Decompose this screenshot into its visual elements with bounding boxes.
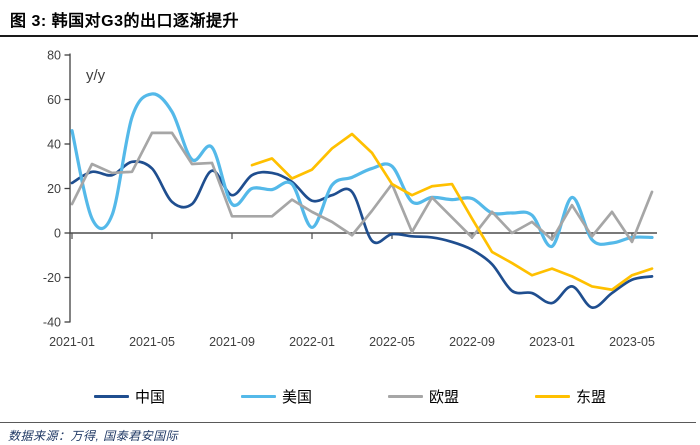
y-tick-label: 80: [47, 49, 61, 63]
y-tick-label: 0: [54, 227, 61, 241]
us-line-swatch: [240, 394, 276, 398]
x-tick-label: 2023-05: [609, 335, 655, 349]
line-chart: -40 -20 0 20 40 60 80 2021-01 2021-05 2021-09 2022…: [43, 49, 657, 349]
title-divider: [0, 35, 698, 37]
eu-line-swatch: [388, 394, 423, 398]
x-tick-label: 2022-01: [289, 335, 335, 349]
legend-label-asean: 东盟: [576, 388, 607, 406]
x-tick-label: 2021-05: [129, 335, 175, 349]
figure-title: 图 3: 韩国对G3的出口逐渐提升: [10, 13, 239, 30]
x-tick-label: 2021-01: [49, 335, 95, 349]
series-line-东盟: [250, 132, 654, 292]
series-line-中国: [70, 160, 654, 309]
chart-legend: 中国 美国 欧盟 东盟: [0, 386, 700, 406]
legend-label-eu: 欧盟: [429, 388, 460, 406]
x-tick-label: 2021-09: [209, 335, 255, 349]
legend-label-us: 美国: [281, 388, 312, 406]
series-line-欧盟: [70, 131, 654, 244]
legend-item-eu: 欧盟: [388, 386, 459, 407]
y-tick-label: 40: [47, 138, 61, 152]
asean-line-swatch: [535, 394, 571, 398]
x-tick-label: 2022-09: [449, 335, 495, 349]
x-tick-label: 2022-05: [369, 335, 415, 349]
x-tick-label: 2023-01: [529, 335, 575, 349]
data-source-note: 数据来源：万得, 国泰君安国际: [8, 429, 179, 443]
y-tick-label: -20: [43, 271, 61, 285]
y-axis-unit-label: y/y: [86, 67, 106, 84]
footer-divider: [0, 422, 696, 423]
legend-item-china: 中国: [93, 386, 165, 407]
legend-label-china: 中国: [134, 388, 165, 406]
y-tick-label: 60: [47, 93, 61, 107]
china-line-swatch: [93, 394, 129, 398]
y-tick-label: -40: [43, 316, 61, 330]
series-line-美国: [70, 92, 654, 248]
legend-item-us: 美国: [240, 386, 312, 407]
y-tick-label: 20: [47, 182, 61, 196]
legend-item-asean: 东盟: [535, 386, 606, 407]
